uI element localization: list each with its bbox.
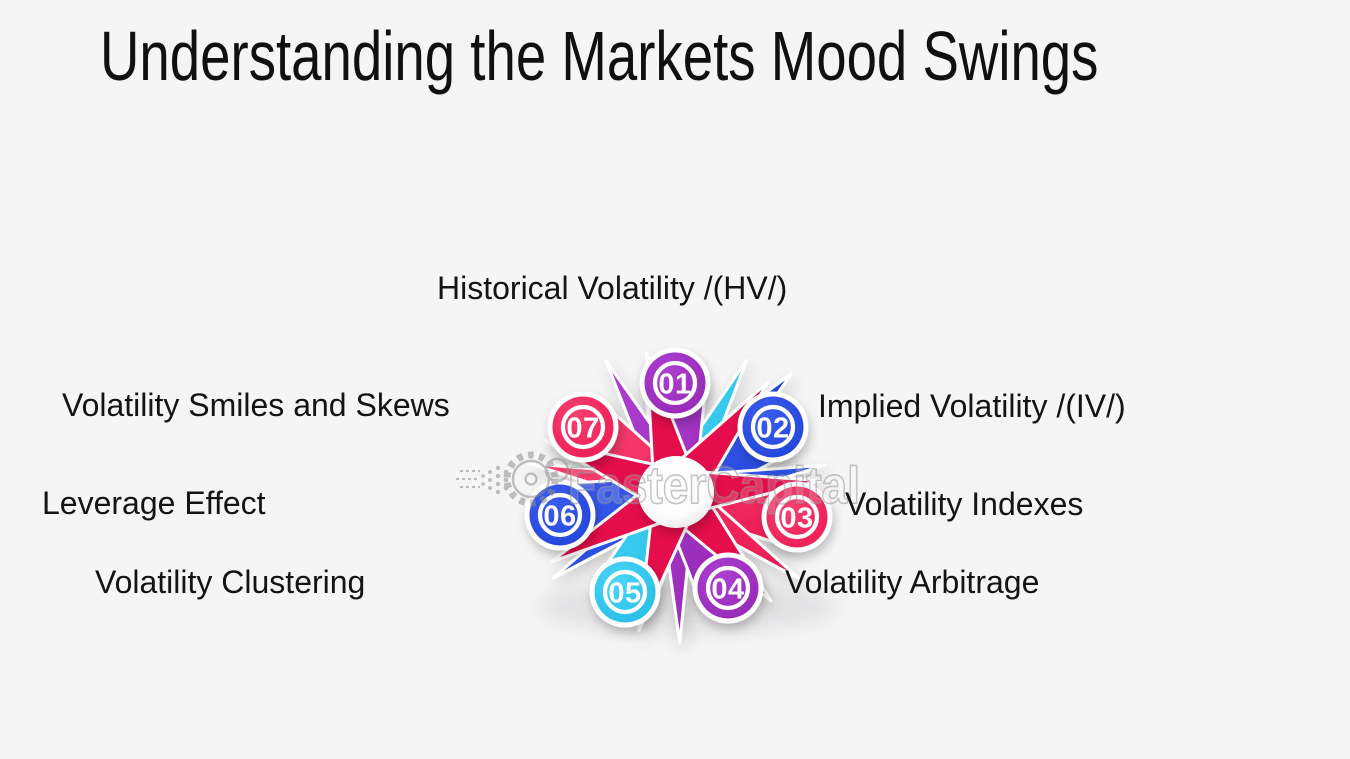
page-title: Understanding the Markets Mood Swings: [100, 17, 1099, 95]
diagram-label-06: Leverage Effect: [42, 485, 266, 521]
badge-04: 04: [692, 552, 764, 624]
badge-number-07: 07: [566, 413, 599, 445]
diagram-label-02: Implied Volatility /(IV/): [818, 388, 1126, 424]
diagram-label-04: Volatility Arbitrage: [785, 564, 1040, 600]
badge-number-06: 06: [543, 501, 576, 533]
diagram-label-03: Volatility Indexes: [845, 486, 1084, 522]
badge-03: 03: [761, 481, 833, 553]
badge-01: 01: [639, 347, 711, 419]
diagram-label-01: Historical Volatility /(HV/): [437, 270, 788, 306]
badge-number-05: 05: [608, 578, 641, 610]
badge-02: 02: [737, 391, 809, 463]
pinwheel-group: 01 02 03 04 05 06 07: [524, 347, 833, 645]
badge-number-01: 01: [658, 369, 691, 401]
dot-cluster: [481, 465, 509, 495]
diagram-label-07: Volatility Smiles and Skews: [62, 387, 450, 423]
gear-icon: [456, 451, 570, 507]
badge-number-03: 03: [780, 503, 813, 535]
badge-05: 05: [589, 556, 661, 628]
diagram-label-05: Volatility Clustering: [95, 564, 366, 600]
fastercapital-watermark: FasterCapital: [456, 451, 861, 516]
watermark-text: FasterCapital: [568, 457, 860, 515]
badge-07: 07: [547, 391, 619, 463]
center-sphere: [638, 456, 714, 528]
badge-number-04: 04: [711, 574, 744, 606]
ray-dashes: [456, 470, 480, 488]
badge-number-02: 02: [756, 413, 789, 445]
